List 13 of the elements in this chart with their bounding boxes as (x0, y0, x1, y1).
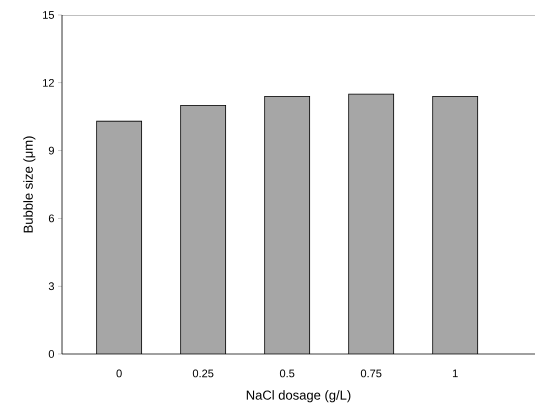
y-tick-label: 6 (48, 214, 54, 222)
x-tick-label: 0.5 (280, 370, 294, 378)
y-tick-label: 15 (43, 11, 54, 19)
x-tick-label: 0.25 (192, 370, 214, 378)
y-tick-label: 3 (48, 282, 54, 290)
x-tick-label: 1 (452, 370, 458, 378)
x-tick-label: 0.75 (360, 370, 382, 378)
y-tick-label: 12 (43, 78, 54, 87)
y-tick-label: 0 (48, 350, 54, 358)
x-tick-label: 0 (116, 370, 122, 378)
y-tick-label: 9 (48, 146, 54, 154)
x-axis-title: NaCl dosage (g/L) (246, 390, 350, 402)
y-axis-title: Bubble size (μm) (23, 136, 36, 232)
